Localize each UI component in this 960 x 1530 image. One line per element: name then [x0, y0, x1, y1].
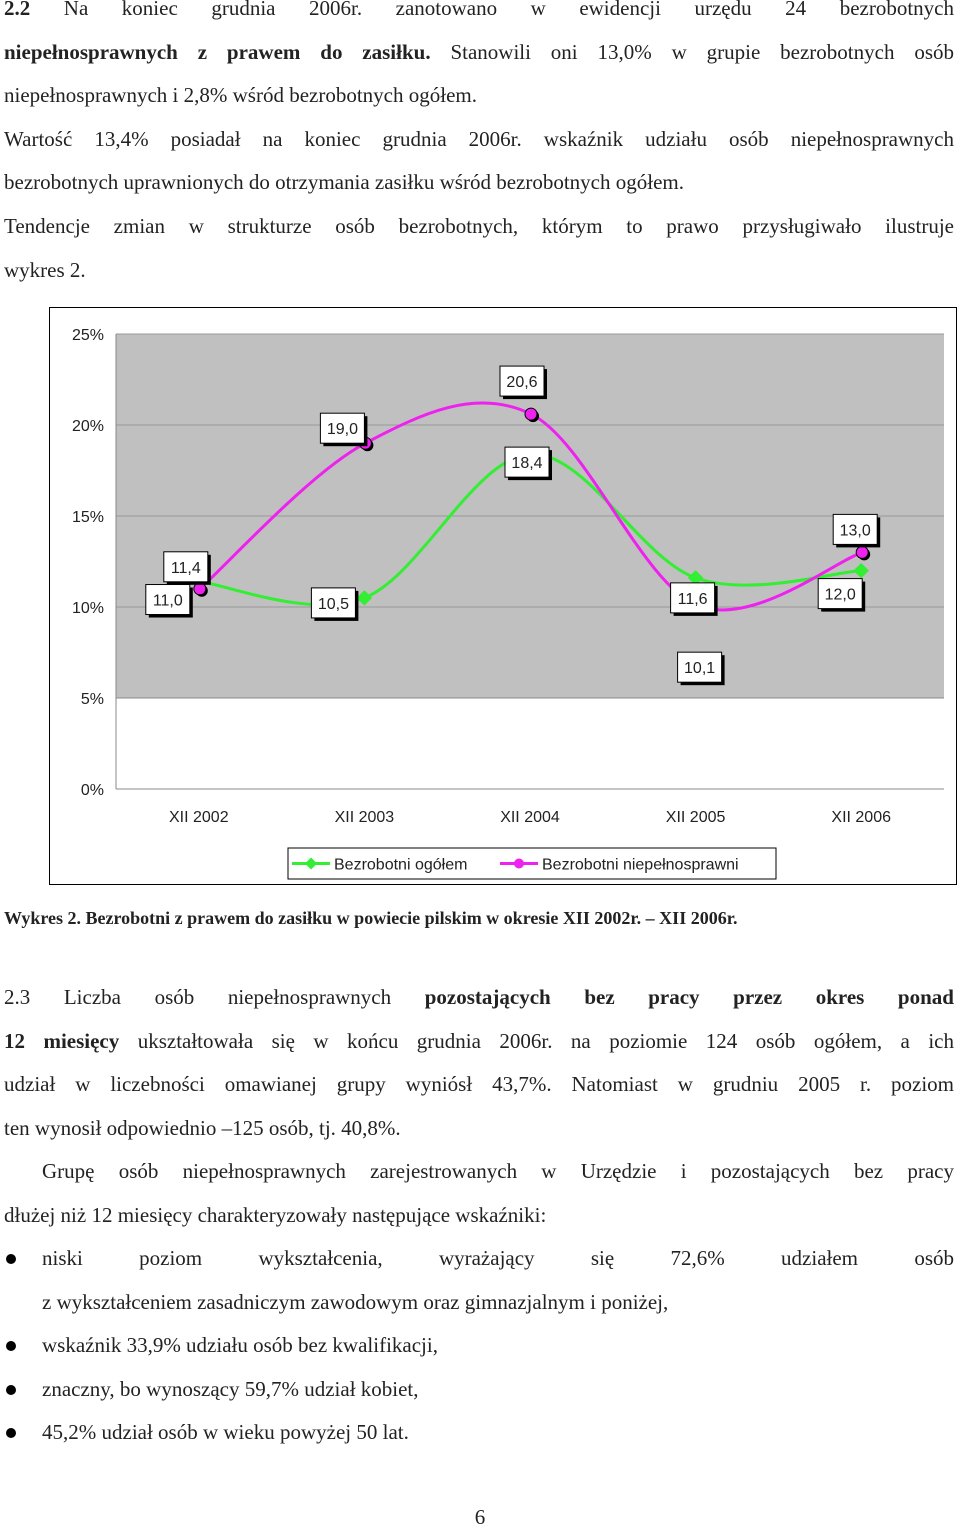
bullet-dot-icon [6, 1341, 16, 1352]
data-label: 12,0 [825, 587, 856, 604]
text-line: 2.3 Liczba osób niepełnosprawnych pozost… [4, 985, 954, 1009]
page-number: 6 [474, 1505, 486, 1529]
data-point-marker [356, 590, 373, 606]
data-label-box [817, 578, 863, 610]
data-label-box [670, 582, 716, 614]
section-2-2-paragraph: 2.2 Na koniec grudnia 2006r. zanotowano … [4, 0, 954, 292]
text-line: Wartość 13,4% posiadał na koniec grudnia… [4, 126, 954, 151]
section-2-3-paragraph: 2.3 Liczba osób niepełnosprawnych pozost… [4, 976, 954, 1150]
data-point-marker [524, 407, 538, 421]
data-label-box [319, 412, 365, 444]
x-tick-label: XII 2003 [335, 809, 395, 826]
x-tick-label: XII 2004 [500, 809, 560, 826]
data-label-box [504, 446, 550, 478]
text-line: ten wynosił odpowiednio –125 osób, tj. 4… [4, 1115, 401, 1140]
text-line: 12 miesięcy ukształtowała się w końcu gr… [4, 1028, 954, 1053]
text-line: 2.2 Na koniec grudnia 2006r. zanotowano … [4, 0, 954, 20]
bullet-dot-icon [6, 1384, 16, 1395]
x-tick-label: XII 2002 [169, 809, 229, 826]
data-point-marker [853, 562, 869, 579]
list-item: 45,2% udział osób w wieku powyżej 50 lat… [4, 1411, 954, 1455]
legend-marker [305, 857, 317, 870]
y-tick-label: 20% [72, 418, 104, 435]
data-label: 11,0 [153, 593, 183, 610]
text-line: wykres 2. [4, 257, 86, 282]
data-label-box [163, 551, 209, 583]
data-label-box [832, 513, 878, 545]
list-item-text: znaczny, bo wynoszący 59,7% udział kobie… [42, 1376, 419, 1401]
data-label: 20,6 [506, 374, 537, 391]
text-line: udział w liczebności omawianej grupy wyn… [4, 1072, 954, 1097]
data-point-marker [855, 545, 869, 559]
list-item: wskaźnik 33,9% udziału osób bez kwalifik… [4, 1324, 954, 1368]
y-tick-label: 15% [72, 509, 104, 526]
list-item-text: z wykształceniem zasadniczym zawodowym o… [42, 1289, 669, 1314]
data-label: 10,1 [684, 660, 715, 677]
chart-caption: Wykres 2. Bezrobotni z prawem do zasiłku… [4, 908, 738, 928]
data-label-box [499, 365, 545, 397]
text-line: Tendencje zmian w strukturze osób bezrob… [4, 213, 954, 238]
legend-marker [514, 858, 524, 869]
legend-label: Bezrobotni niepełnosprawni [542, 857, 739, 874]
bullet-dot-icon [6, 1428, 16, 1439]
data-label: 19,0 [327, 421, 358, 438]
data-label-box [677, 651, 723, 683]
text-line: dłużej niż 12 miesięcy charakteryzowały … [4, 1202, 547, 1227]
text-line: niepełnosprawnych z prawem do zasiłku. S… [4, 39, 954, 64]
line-chart: 0% 5% 10% 15% 20% 25% XII 2002 XII 2003 XII 2004… [72, 327, 944, 880]
list-item-text: wskaźnik 33,9% udziału osób bez kwalifik… [42, 1333, 438, 1358]
data-label: 13,0 [840, 522, 871, 539]
chart-container: 0% 5% 10% 15% 20% 25% XII 2002 XII 2003 XII 2004… [49, 307, 957, 885]
text-line: Grupę osób niepełnosprawnych zarejestrow… [42, 1159, 954, 1183]
y-tick-label: 5% [81, 691, 104, 708]
text-line: niepełnosprawnych i 2,8% wśród bezrobotn… [4, 83, 477, 108]
y-tick-label: 25% [72, 327, 104, 344]
data-label-box [310, 587, 356, 619]
section-2-3-second-paragraph: Grupę osób niepełnosprawnych zarejestrow… [4, 1150, 954, 1237]
y-tick-label: 10% [72, 600, 104, 617]
bullet-dot-icon [6, 1254, 16, 1264]
list-item-text: 45,2% udział osób w wieku powyżej 50 lat… [42, 1420, 409, 1445]
list-item: niski poziom wykształcenia, wyrażający s… [4, 1237, 954, 1324]
data-label: 11,6 [678, 591, 708, 608]
bullet-list: niski poziom wykształcenia, wyrażający s… [4, 1237, 954, 1455]
text-line: bezrobotnych uprawnionych do otrzymania … [4, 170, 684, 195]
data-label: 10,5 [318, 596, 349, 613]
list-item: znaczny, bo wynoszący 59,7% udział kobie… [4, 1368, 954, 1412]
data-label: 18,4 [511, 455, 542, 472]
y-tick-label: 0% [81, 782, 104, 799]
data-label: 11,4 [171, 560, 201, 577]
x-tick-label: XII 2005 [666, 809, 726, 826]
list-item-text: niski poziom wykształcenia, wyrażający s… [42, 1246, 954, 1270]
legend-label: Bezrobotni ogółem [334, 857, 467, 874]
x-tick-label: XII 2006 [831, 809, 891, 826]
